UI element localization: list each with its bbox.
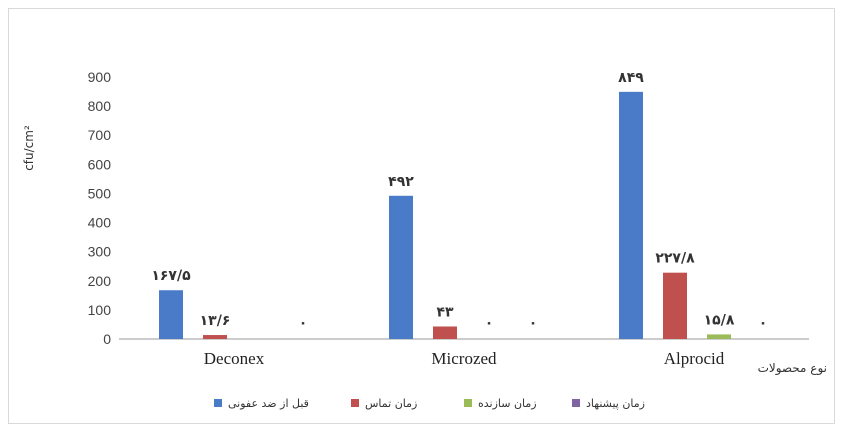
y-axis-title: cfu/cm² bbox=[22, 125, 36, 171]
legend-label-series-2: زمان تماس bbox=[365, 397, 417, 410]
data-label-deconex-series-4: ۰ bbox=[299, 315, 308, 331]
legend-swatch-series-2 bbox=[351, 399, 359, 407]
y-tick-label: 900 bbox=[88, 69, 112, 85]
data-label-alprocid-series-3: ۱۵/۸ bbox=[704, 312, 735, 328]
legend-label-series-1: قبل از ضد عفونی bbox=[228, 397, 309, 410]
bar-deconex-series-2 bbox=[203, 335, 227, 339]
data-label-deconex-series-1: ۱۶۷/۵ bbox=[151, 268, 191, 284]
legend-swatch-series-4 bbox=[572, 399, 580, 407]
y-tick-label: 0 bbox=[103, 331, 111, 347]
chart-frame: 0 100 200 300 400 500 600 700 800 900 ۱۶۷/۵ ۱۳/۶ ۰ De… bbox=[8, 8, 835, 424]
y-tick-label: 400 bbox=[88, 215, 112, 231]
bar-chart: 0 100 200 300 400 500 600 700 800 900 ۱۶۷/۵ ۱۳/۶ ۰ De… bbox=[22, 69, 827, 410]
legend-label-series-4: زمان پیشنهاد bbox=[586, 397, 645, 410]
bar-microzed-series-1 bbox=[389, 195, 413, 339]
bar-microzed-series-2 bbox=[433, 326, 457, 339]
x-axis-title: نوع محصولات bbox=[758, 361, 827, 376]
category-label: Microzed bbox=[431, 349, 497, 368]
bar-alprocid-series-3 bbox=[707, 334, 731, 339]
y-tick-label: 600 bbox=[88, 156, 112, 172]
data-label-microzed-series-4: ۰ bbox=[529, 315, 538, 331]
y-tick-label: 800 bbox=[88, 98, 112, 114]
bar-alprocid-series-2 bbox=[663, 272, 687, 339]
data-label-alprocid-series-2: ۲۲۷/۸ bbox=[655, 251, 695, 267]
legend-label-series-3: زمان سازنده bbox=[478, 397, 537, 410]
data-label-deconex-series-2: ۱۳/۶ bbox=[200, 313, 231, 329]
y-tick-label: 300 bbox=[88, 244, 112, 260]
data-label-microzed-series-3: ۰ bbox=[485, 315, 494, 331]
bar-deconex-series-1 bbox=[159, 290, 183, 339]
bar-alprocid-series-1 bbox=[619, 91, 643, 339]
category-label: Alprocid bbox=[664, 349, 725, 368]
data-label-alprocid-series-4: ۰ bbox=[759, 315, 768, 331]
data-label-microzed-series-1: ۴۹۲ bbox=[388, 174, 414, 190]
legend-swatch-series-3 bbox=[464, 399, 472, 407]
y-tick-label: 200 bbox=[88, 273, 112, 289]
data-label-microzed-series-2: ۴۳ bbox=[436, 304, 454, 320]
y-tick-label: 500 bbox=[88, 185, 112, 201]
y-tick-label: 700 bbox=[88, 127, 112, 143]
category-label: Deconex bbox=[204, 349, 265, 368]
data-label-alprocid-series-1: ۸۴۹ bbox=[618, 70, 644, 86]
legend-swatch-series-1 bbox=[214, 399, 222, 407]
y-tick-label: 100 bbox=[88, 302, 112, 318]
